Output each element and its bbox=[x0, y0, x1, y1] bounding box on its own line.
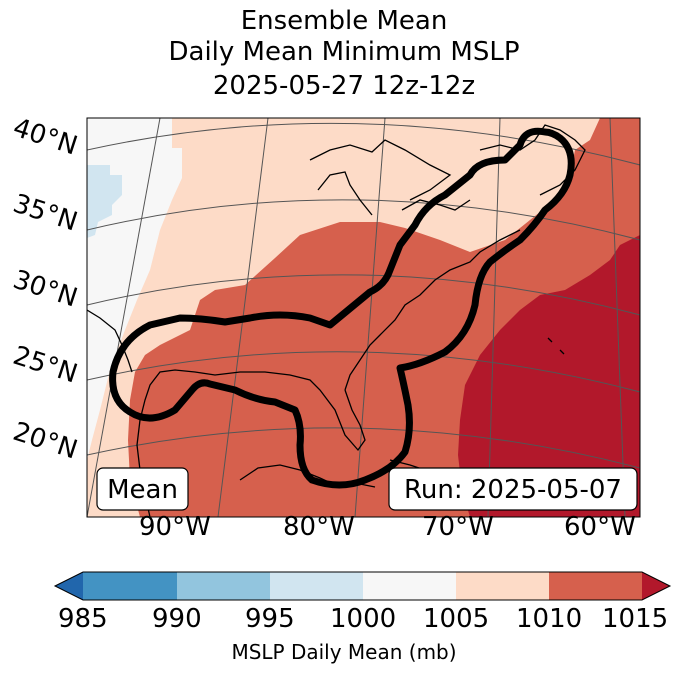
colorbar-tick-1000: 1000 bbox=[330, 604, 397, 634]
lon-label-70w: 70°W bbox=[422, 512, 494, 542]
colorbar-segment-985-990 bbox=[83, 572, 177, 600]
lon-label-60w: 60°W bbox=[564, 512, 636, 542]
colorbar-tick-1010: 1010 bbox=[516, 604, 583, 634]
title-line-2: Daily Mean Minimum MSLP bbox=[168, 37, 520, 67]
colorbar-label: MSLP Daily Mean (mb) bbox=[231, 640, 457, 664]
colorbar-segment-995-1000 bbox=[270, 572, 363, 600]
colorbar-extend-low bbox=[55, 572, 83, 600]
title-line-1: Ensemble Mean bbox=[240, 6, 448, 36]
colorbar-tick-995: 995 bbox=[245, 604, 295, 634]
colorbar-tick-985: 985 bbox=[58, 604, 108, 634]
map-area bbox=[87, 118, 640, 517]
colorbar bbox=[53, 571, 672, 601]
colorbar-tick-1005: 1005 bbox=[423, 604, 490, 634]
map-frame bbox=[86, 117, 641, 518]
lon-label-90w: 90°W bbox=[139, 512, 211, 542]
colorbar-extend-high bbox=[642, 572, 670, 600]
colorbar-tick-1015: 1015 bbox=[602, 604, 669, 634]
lon-label-80w: 80°W bbox=[283, 512, 355, 542]
mean-box-label: Mean bbox=[107, 475, 178, 505]
highlight-outline bbox=[109, 127, 575, 489]
pressure-995-1000-region bbox=[87, 165, 122, 238]
colorbar-segment-1010-1015 bbox=[549, 572, 642, 600]
colorbar-tick-990: 990 bbox=[152, 604, 202, 634]
colorbar-segment-990-995 bbox=[177, 572, 270, 600]
pressure-above-1015-region bbox=[458, 235, 640, 517]
mean-box-frame bbox=[96, 467, 189, 511]
run-box-frame bbox=[388, 467, 638, 511]
colorbar-segment-1000-1005 bbox=[363, 572, 456, 600]
title-line-3: 2025-05-27 12z-12z bbox=[212, 71, 476, 101]
colorbar-segment-1005-1010 bbox=[456, 572, 549, 600]
run-box-label: Run: 2025-05-07 bbox=[404, 475, 622, 505]
